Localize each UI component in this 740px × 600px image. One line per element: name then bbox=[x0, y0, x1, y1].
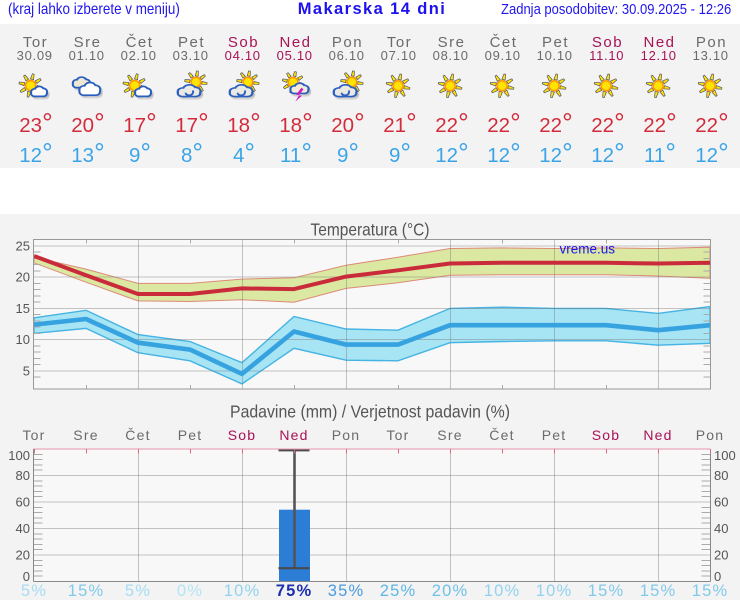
svg-text:15%: 15% bbox=[692, 582, 729, 600]
svg-text:0: 0 bbox=[714, 569, 721, 584]
svg-text:75%: 75% bbox=[276, 582, 313, 600]
svg-text:10: 10 bbox=[16, 332, 30, 347]
svg-text:vreme.us: vreme.us bbox=[559, 242, 615, 257]
svg-text:25: 25 bbox=[16, 239, 30, 254]
svg-text:Sre: Sre bbox=[73, 427, 98, 443]
svg-text:Sre: Sre bbox=[437, 427, 462, 443]
svg-text:Čet: Čet bbox=[125, 427, 150, 443]
svg-text:0%: 0% bbox=[177, 582, 203, 600]
svg-text:Pet: Pet bbox=[178, 427, 203, 443]
svg-text:10%: 10% bbox=[224, 582, 261, 600]
svg-text:Ned: Ned bbox=[279, 427, 308, 443]
svg-text:5%: 5% bbox=[21, 582, 47, 600]
svg-text:80: 80 bbox=[16, 468, 30, 483]
svg-text:Temperatura (°C): Temperatura (°C) bbox=[311, 219, 430, 239]
svg-text:Sob: Sob bbox=[592, 427, 621, 443]
svg-text:Pet: Pet bbox=[542, 427, 567, 443]
svg-text:35%: 35% bbox=[328, 582, 365, 600]
svg-text:100: 100 bbox=[714, 448, 736, 463]
svg-text:25%: 25% bbox=[380, 582, 417, 600]
svg-text:10%: 10% bbox=[484, 582, 521, 600]
svg-text:Pon: Pon bbox=[332, 427, 361, 443]
svg-text:80: 80 bbox=[714, 468, 728, 483]
svg-text:Tor: Tor bbox=[22, 427, 45, 443]
svg-text:Pon: Pon bbox=[696, 427, 725, 443]
svg-text:15%: 15% bbox=[640, 582, 677, 600]
svg-text:20: 20 bbox=[16, 270, 30, 285]
svg-text:60: 60 bbox=[16, 495, 30, 510]
svg-text:15: 15 bbox=[16, 301, 30, 316]
svg-text:Tor: Tor bbox=[386, 427, 409, 443]
svg-text:60: 60 bbox=[714, 495, 728, 510]
svg-text:15%: 15% bbox=[588, 582, 625, 600]
svg-text:Padavine (mm) / Verjetnost pad: Padavine (mm) / Verjetnost padavin (%) bbox=[230, 402, 510, 422]
svg-text:5: 5 bbox=[23, 363, 30, 378]
svg-text:40: 40 bbox=[16, 521, 30, 536]
svg-text:100: 100 bbox=[8, 448, 30, 463]
svg-text:20%: 20% bbox=[432, 582, 469, 600]
svg-text:40: 40 bbox=[714, 521, 728, 536]
svg-text:5%: 5% bbox=[125, 582, 151, 600]
svg-text:15%: 15% bbox=[68, 582, 105, 600]
svg-text:Čet: Čet bbox=[489, 427, 514, 443]
svg-text:20: 20 bbox=[16, 548, 30, 563]
svg-text:Sob: Sob bbox=[228, 427, 257, 443]
svg-text:10%: 10% bbox=[536, 582, 573, 600]
svg-text:20: 20 bbox=[714, 548, 728, 563]
svg-text:0: 0 bbox=[23, 569, 30, 584]
svg-text:Ned: Ned bbox=[643, 427, 672, 443]
